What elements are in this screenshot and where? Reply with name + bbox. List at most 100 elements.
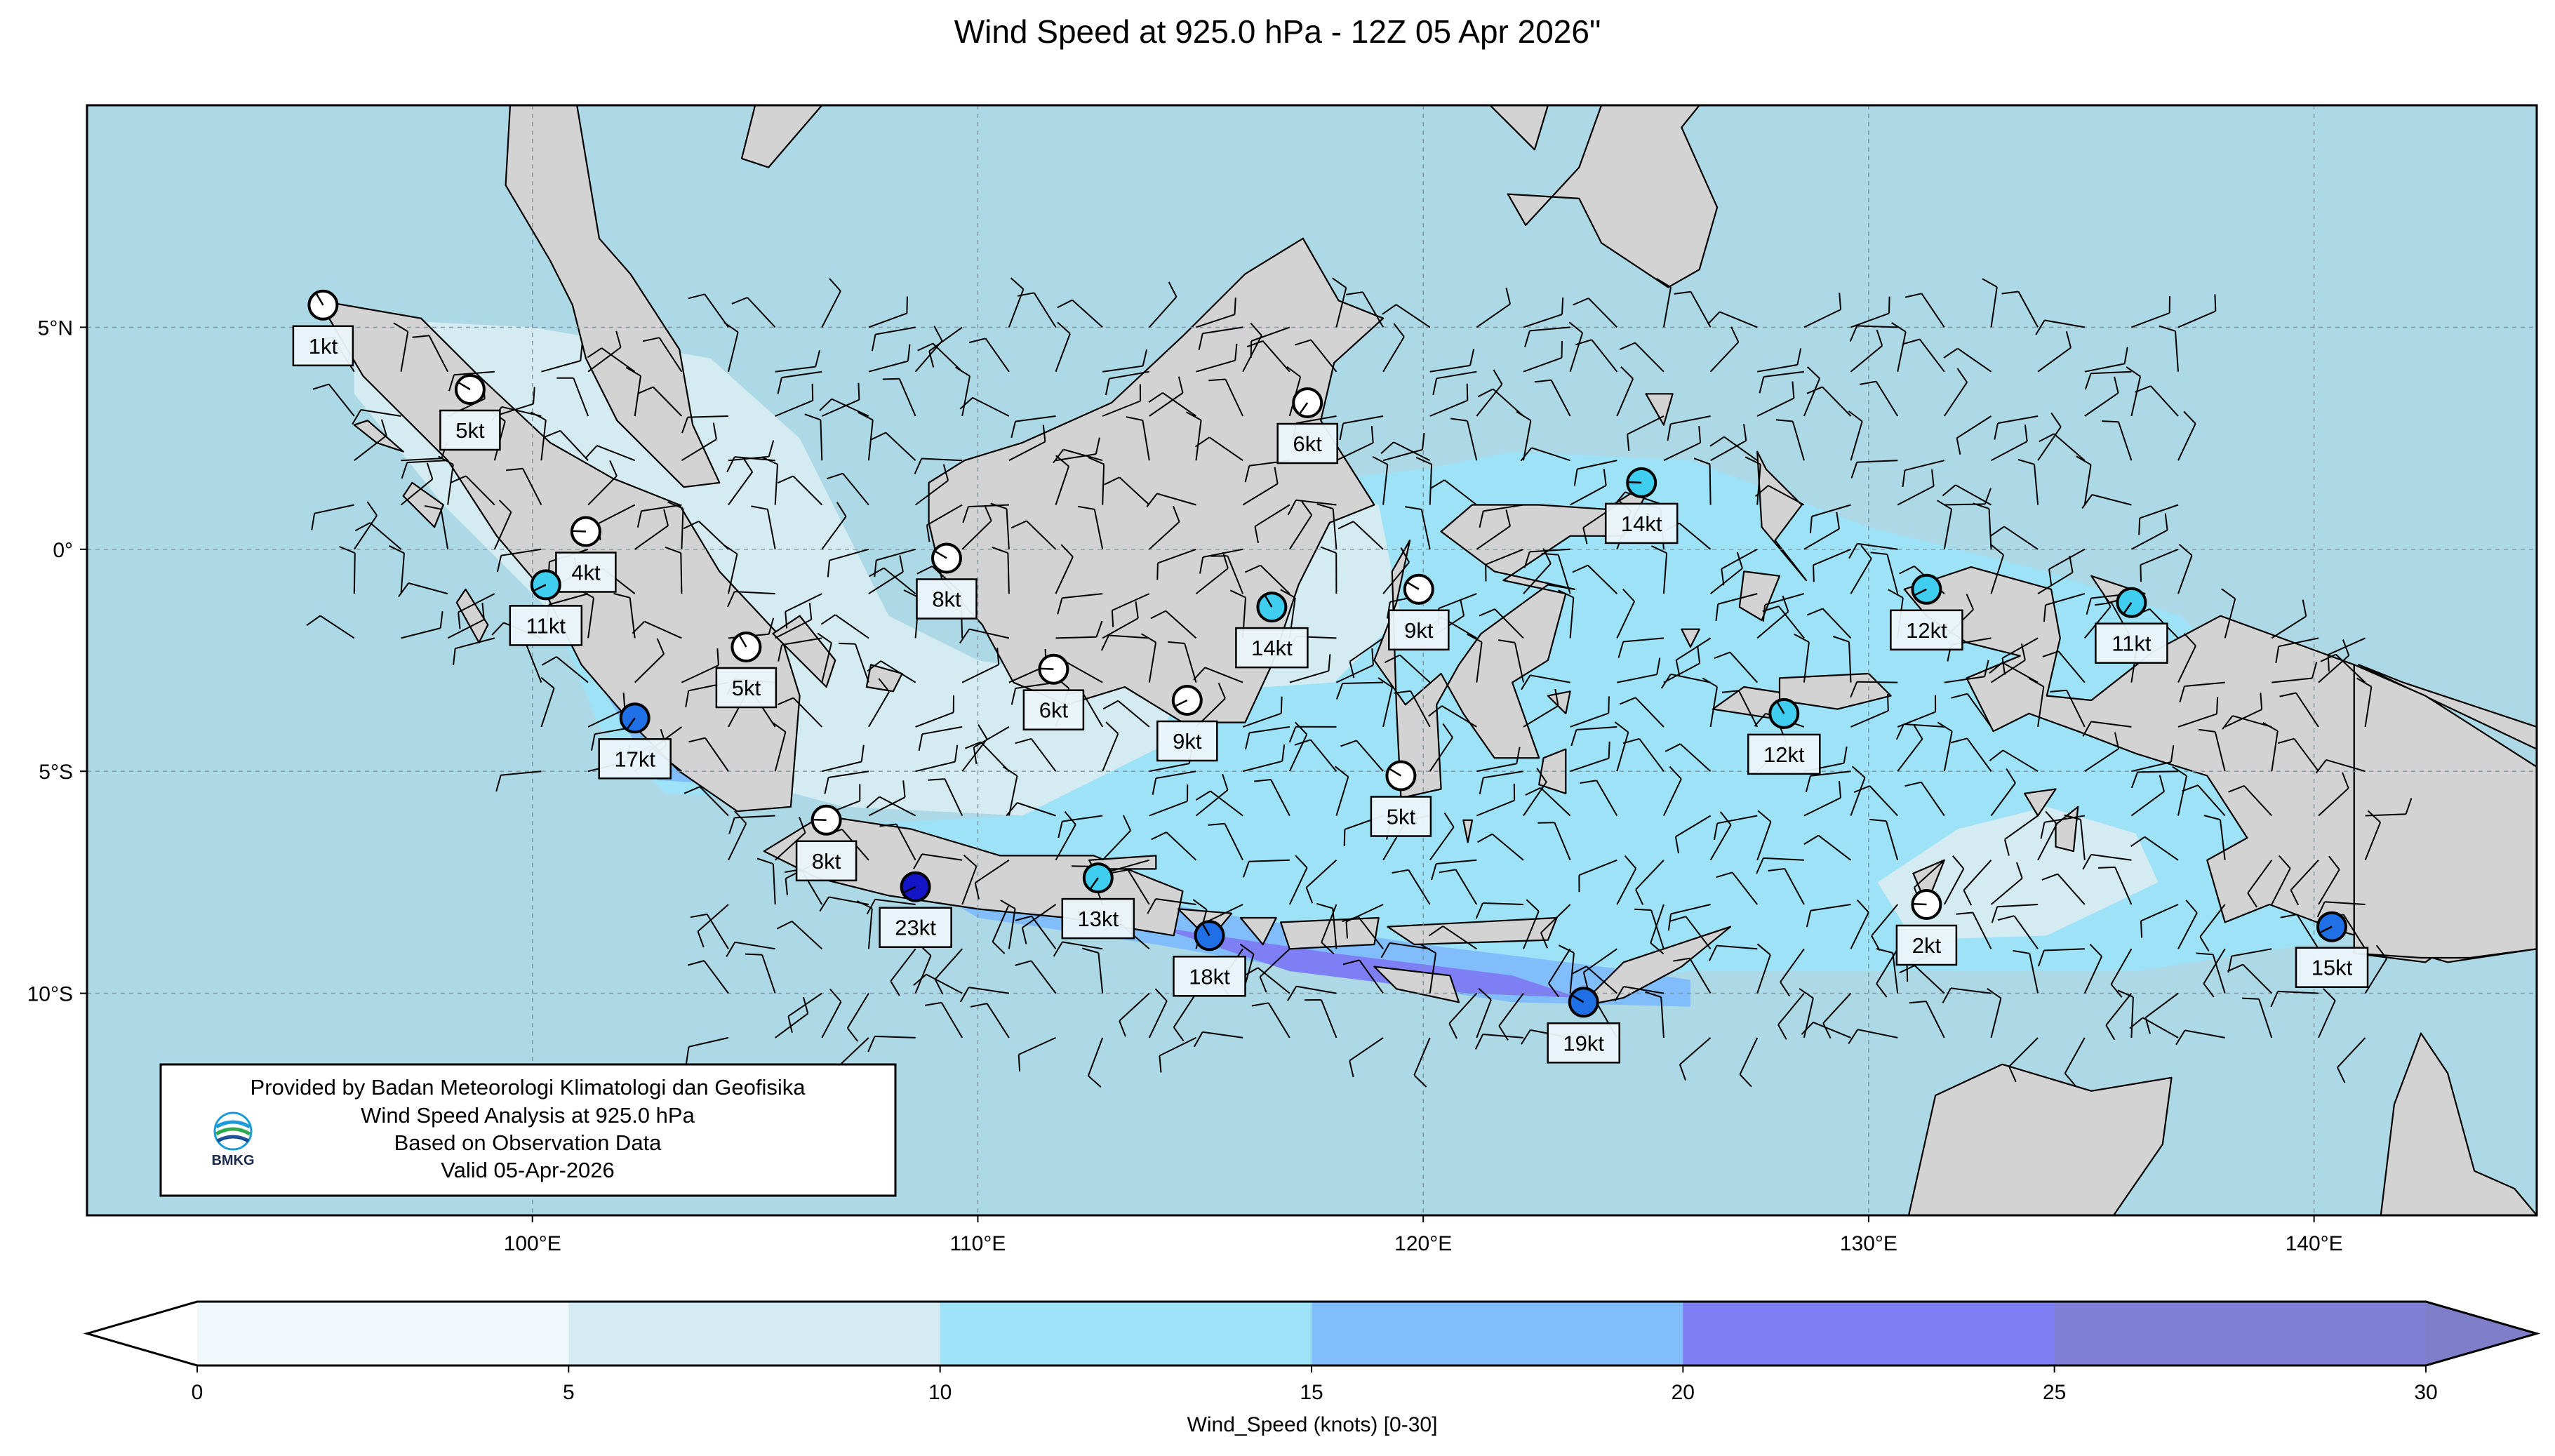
station-label-box <box>1895 924 1958 966</box>
station-label-box <box>1388 609 1450 651</box>
station-marker[interactable]: 13kt <box>1061 862 1135 940</box>
station-speed-label: 12kt <box>1763 742 1805 767</box>
station-speed-label: 23kt <box>895 916 936 940</box>
station-marker[interactable]: 6kt <box>1022 653 1085 730</box>
station-label-box <box>1747 733 1821 775</box>
lat-tick-label: 10°S <box>27 983 73 1006</box>
station-marker[interactable]: 6kt <box>1276 387 1338 465</box>
colorbar-tick-label: 5 <box>563 1381 575 1404</box>
station-label-box <box>2295 947 2369 988</box>
provider-box-frame <box>159 1063 897 1197</box>
colorbar-over-arrow <box>2426 1302 2537 1365</box>
colorbar: 0 5 10 15 20 25 30 Wind_Speed (knots) [0-30] <box>83 1300 2541 1436</box>
station-marker[interactable]: 8kt <box>916 542 978 620</box>
lat-tick-label: 5°N <box>38 316 73 340</box>
station-circle <box>1038 653 1069 685</box>
lat-tick-label: 5°S <box>39 761 73 784</box>
station-label-box <box>795 840 858 882</box>
station-speed-label: 19kt <box>1563 1031 1604 1055</box>
station-label-box <box>1061 897 1135 940</box>
map-panel[interactable] <box>86 61 2538 1217</box>
station-speed-label: 5kt <box>455 418 485 443</box>
colorbar-segments <box>197 1302 2427 1365</box>
station-speed-label: 5kt <box>1387 805 1416 829</box>
station-speed-label: 14kt <box>1251 636 1293 660</box>
station-label-box <box>1547 1022 1620 1064</box>
station-marker[interactable]: 14kt <box>1235 592 1309 669</box>
station-marker[interactable]: 17kt <box>598 702 672 780</box>
station-marker[interactable]: 9kt <box>1156 685 1218 762</box>
station-marker[interactable]: 2kt <box>1895 889 1958 966</box>
colorbar-segment <box>568 1302 941 1365</box>
provider-line-3: Based on Observation Data <box>394 1130 662 1155</box>
station-marker[interactable]: 18kt <box>1173 920 1246 997</box>
colorbar-tick-label: 10 <box>928 1381 952 1404</box>
station-label-box <box>509 605 583 646</box>
station-marker[interactable]: 5kt <box>1370 760 1432 837</box>
station-circle <box>307 289 339 321</box>
station-label-box <box>1235 627 1309 669</box>
provider-line-1: Provided by Badan Meteorologi Klimatolog… <box>251 1075 806 1100</box>
colorbar-segment <box>1683 1302 2055 1365</box>
station-label-box <box>1604 502 1679 545</box>
station-speed-label: 8kt <box>812 849 841 874</box>
provider-info-box: Provided by Badan Meteorologi Klimatolog… <box>159 1063 897 1197</box>
station-speed-label: 11kt <box>2112 632 2152 656</box>
map-inner <box>87 105 2537 1215</box>
station-label-box <box>1276 422 1338 465</box>
axis-tick-labels: 100°E 110°E 120°E 130°E 140°E 5°N 0° 5°S 10°S <box>27 316 2343 1255</box>
colorbar-segment <box>197 1302 569 1365</box>
station-speed-label: 2kt <box>1912 933 1942 958</box>
station-speed-label: 9kt <box>1173 729 1202 754</box>
station-label-box <box>715 667 778 709</box>
station-circle <box>1292 387 1323 418</box>
station-label-box <box>916 578 978 620</box>
station-marker[interactable]: 11kt <box>509 569 583 646</box>
station-marker[interactable]: 12kt <box>1747 697 1821 775</box>
station-marker[interactable]: 4kt <box>555 516 617 593</box>
colorbar-label: Wind_Speed (knots) [0-30] <box>1187 1413 1438 1436</box>
station-marker[interactable]: 9kt <box>1388 573 1450 651</box>
station-label-box <box>1370 796 1432 837</box>
colorbar-ticks: 0 5 10 15 20 25 30 <box>192 1365 2438 1404</box>
lon-tick-label: 100°E <box>504 1232 561 1255</box>
station-marker[interactable]: 14kt <box>1604 467 1679 545</box>
station-marker[interactable]: 5kt <box>715 632 778 709</box>
lon-tick-label: 130°E <box>1840 1232 1897 1255</box>
station-speed-label: 14kt <box>1621 512 1662 536</box>
station-marker[interactable]: 8kt <box>795 804 858 882</box>
station-label-box <box>439 409 501 451</box>
colorbar-tick-label: 15 <box>1300 1381 1323 1404</box>
station-circle <box>2116 587 2147 618</box>
station-speed-label: 15kt <box>2311 956 2353 980</box>
station-speed-label: 5kt <box>732 676 761 700</box>
station-label-box <box>1022 689 1085 730</box>
station-circle <box>1568 987 1599 1018</box>
station-circle <box>1171 685 1203 716</box>
chart-title: Wind Speed at 925.0 hPa - 12Z 05 Apr 202… <box>954 13 1601 50</box>
station-marker[interactable]: 23kt <box>879 871 952 948</box>
colorbar-under-arrow <box>87 1302 197 1365</box>
station-marker[interactable]: 11kt <box>2095 587 2168 664</box>
lon-tick-label: 140°E <box>2286 1232 2343 1255</box>
station-label-box <box>1156 720 1218 762</box>
station-marker[interactable]: 15kt <box>2295 911 2369 988</box>
station-label-box <box>2095 622 2168 664</box>
station-marker[interactable]: 12kt <box>1890 573 1963 651</box>
station-marker[interactable]: 19kt <box>1547 987 1620 1064</box>
station-speed-label: 1kt <box>309 334 338 359</box>
station-speed-label: 9kt <box>1404 618 1434 643</box>
station-circle <box>900 871 931 902</box>
colorbar-segment <box>1312 1302 1683 1365</box>
station-marker[interactable]: 5kt <box>439 374 501 451</box>
lon-tick-label: 120°E <box>1394 1232 1452 1255</box>
colorbar-tick-label: 20 <box>1672 1381 1695 1404</box>
station-circle <box>1256 592 1288 623</box>
station-speed-label: 18kt <box>1189 964 1230 989</box>
bmkg-logo-icon: BMKG <box>211 1111 255 1168</box>
provider-line-2: Wind Speed Analysis at 925.0 hPa <box>361 1103 695 1128</box>
station-marker[interactable]: 1kt <box>292 289 354 367</box>
landmasses <box>318 105 2537 1215</box>
station-speed-label: 6kt <box>1293 432 1323 456</box>
